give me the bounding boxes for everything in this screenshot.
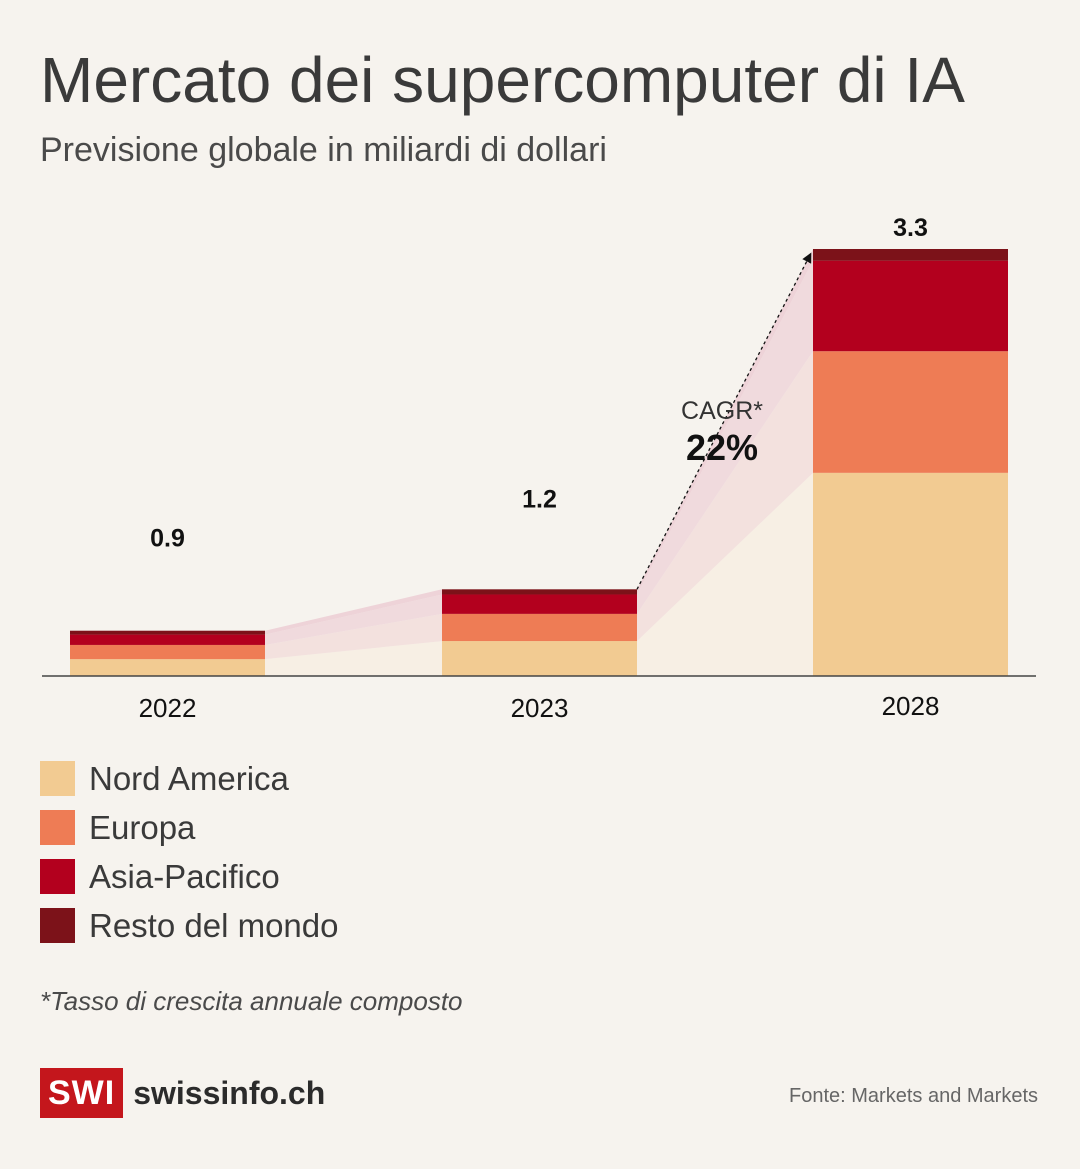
legend-label: Europa — [89, 808, 196, 846]
legend: Nord America Europa Asia-Pacifico Resto … — [40, 754, 338, 950]
stacked-bar-chart: CAGR*22% 0.9 1.2 3.3 2022 2023 2028 — [42, 214, 1036, 723]
bar-segment — [70, 659, 265, 676]
legend-item-resto-del-mondo: Resto del mondo — [40, 901, 338, 950]
chart-title: Mercato dei supercomputer di IA — [40, 44, 965, 116]
legend-swatch — [40, 810, 75, 845]
x-tick-label: 2028 — [882, 691, 940, 721]
legend-label: Nord America — [89, 759, 289, 797]
bar-segment — [442, 613, 637, 642]
bar-segment — [813, 260, 1008, 352]
bar-segment — [70, 644, 265, 660]
connector-band — [265, 589, 442, 635]
bar-segment — [442, 641, 637, 676]
logo-wordmark: swissinfo.ch — [133, 1074, 326, 1111]
swissinfo-logo[interactable]: SWI swissinfo.ch — [40, 1068, 325, 1118]
legend-item-nord-america: Nord America — [40, 754, 338, 803]
bar-segment — [813, 472, 1008, 676]
legend-swatch — [40, 908, 75, 943]
bar-segment — [70, 634, 265, 645]
cagr-value: 22% — [686, 427, 758, 468]
x-tick-label: 2022 — [139, 693, 197, 723]
legend-label: Resto del mondo — [89, 906, 339, 944]
bar-segment — [70, 630, 265, 635]
x-tick-label: 2023 — [511, 693, 569, 723]
logo-badge: SWI — [40, 1068, 124, 1118]
bar-segment — [813, 249, 1008, 261]
connector-band — [637, 351, 813, 642]
total-label: 0.9 — [150, 525, 185, 553]
legend-item-asia-pacifico: Asia-Pacifico — [40, 852, 338, 901]
connector-band — [637, 472, 813, 676]
bar-segment — [442, 594, 637, 614]
legend-label: Asia-Pacifico — [89, 857, 280, 895]
connector-band — [265, 641, 442, 676]
total-label: 3.3 — [893, 214, 928, 242]
connector-band — [265, 613, 442, 660]
footnote: *Tasso di crescita annuale composto — [40, 986, 463, 1016]
connector-band — [265, 594, 442, 645]
connector-band — [637, 260, 813, 614]
legend-swatch — [40, 859, 75, 894]
bar-segment — [442, 589, 637, 595]
legend-item-europa: Europa — [40, 803, 338, 852]
total-label: 1.2 — [522, 486, 557, 514]
cagr-arrow — [636, 252, 812, 590]
bar-segment — [813, 351, 1008, 473]
cagr-label: CAGR* — [681, 397, 763, 425]
source-credit: Fonte: Markets and Markets — [789, 1085, 1038, 1107]
legend-swatch — [40, 761, 75, 796]
connector-band — [637, 249, 813, 595]
chart-subtitle: Previsione globale in miliardi di dollar… — [40, 131, 607, 169]
